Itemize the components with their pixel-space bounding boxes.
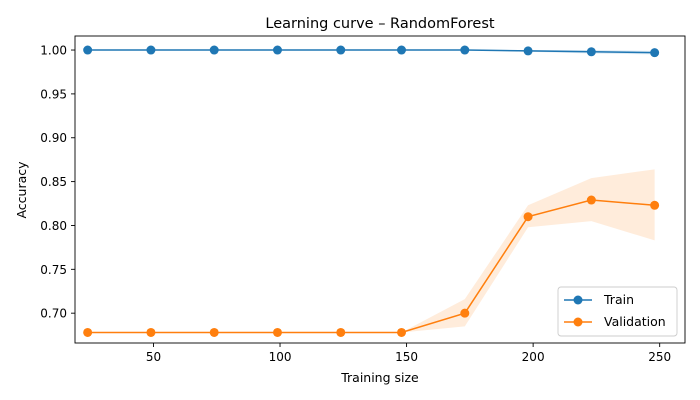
validation-data-point [146, 327, 156, 337]
validation-data-point [523, 212, 533, 222]
series-points [83, 45, 660, 337]
validation-data-point [397, 327, 407, 337]
x-tick-label: 100 [269, 350, 292, 364]
y-tick-label: 0.75 [40, 263, 67, 277]
chart-title: Learning curve – RandomForest [265, 16, 494, 32]
y-tick-label: 0.80 [40, 219, 67, 233]
x-tick-label: 50 [146, 350, 161, 364]
train-series-line [87, 49, 655, 54]
validation-data-point [650, 200, 660, 210]
y-tick-label: 0.85 [40, 175, 67, 189]
plot-frame [74, 35, 686, 344]
train-data-point [650, 48, 660, 58]
validation-data-point [460, 308, 470, 318]
y-tick-label: 0.70 [40, 307, 67, 321]
y-tick-label: 1.00 [40, 44, 67, 58]
y-axis-label: Accuracy [14, 161, 29, 219]
legend-swatch-train-marker [573, 295, 583, 305]
y-axis-ticks: 0.70 0.75 0.80 0.85 0.90 0.95 1.00 [40, 44, 75, 321]
y-tick-label: 0.95 [40, 87, 67, 101]
validation-data-point [83, 327, 93, 337]
train-data-point [586, 47, 596, 57]
validation-data-point [209, 327, 219, 337]
x-axis-label: Training size [340, 370, 419, 385]
train-data-point [83, 45, 93, 55]
y-tick-label: 0.90 [40, 131, 67, 145]
x-tick-label: 200 [522, 350, 545, 364]
series-lines [87, 49, 655, 334]
train-data-point [523, 46, 533, 56]
x-tick-label: 150 [395, 350, 418, 364]
legend: Train Validation [557, 286, 678, 337]
x-axis-ticks: 50 100 150 200 250 [146, 343, 671, 364]
train-data-point [146, 45, 156, 55]
train-data-point [397, 45, 407, 55]
train-data-point [336, 45, 346, 55]
train-data-point [460, 45, 470, 55]
validation-data-point [336, 327, 346, 337]
train-data-point [272, 45, 282, 55]
legend-label-validation: Validation [604, 314, 666, 329]
train-data-point [209, 45, 219, 55]
validation-data-point [272, 327, 282, 337]
validation-confidence-band [87, 169, 655, 333]
x-tick-label: 250 [648, 350, 671, 364]
validation-series-line [87, 199, 655, 334]
validation-data-point [586, 195, 596, 205]
legend-swatch-validation-marker [573, 317, 583, 327]
legend-label-train: Train [603, 292, 634, 307]
